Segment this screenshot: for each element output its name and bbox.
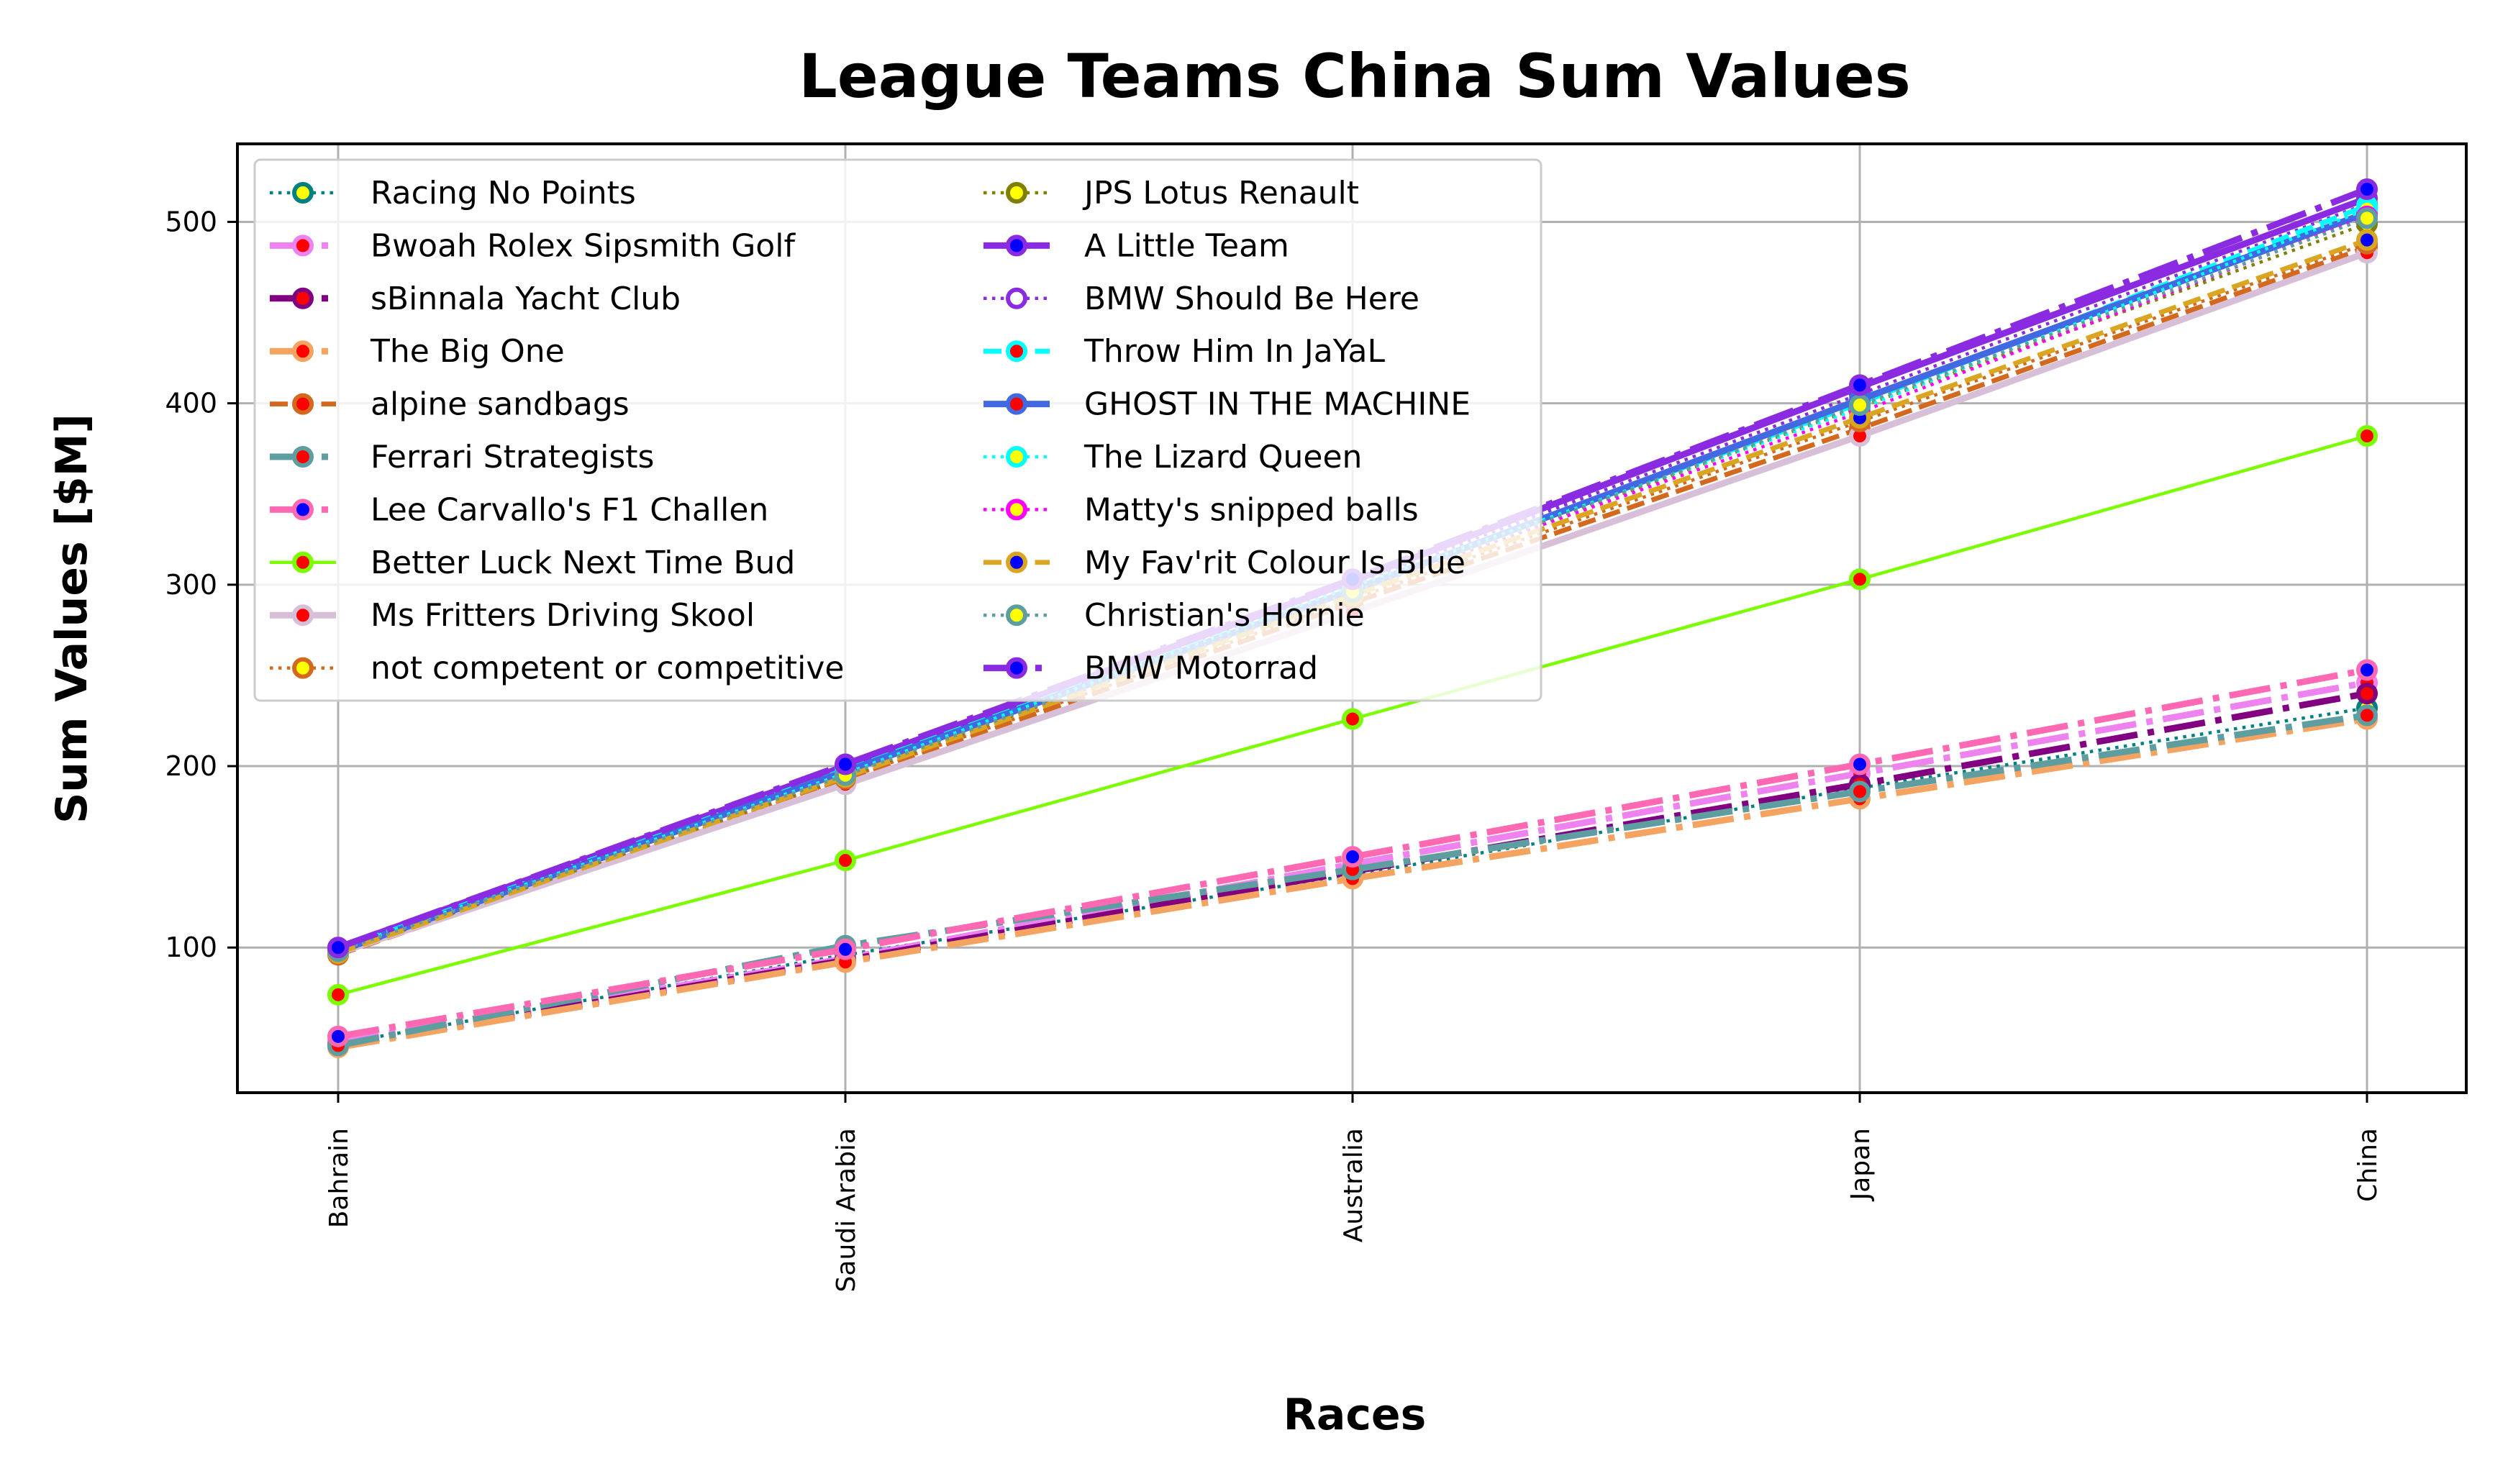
data-point [327, 937, 349, 959]
data-point [327, 983, 349, 1006]
y-tick-label: 500 [165, 206, 217, 237]
data-point [1849, 568, 1871, 591]
x-tick-label: Japan [1846, 1128, 1876, 1201]
legend-swatch-marker [1006, 657, 1027, 679]
data-point [2356, 659, 2378, 681]
legend-swatch-marker [292, 657, 314, 679]
legend-label: A Little Team [1084, 227, 1289, 264]
legend-swatch-marker [292, 499, 314, 521]
x-tick-label: Australia [1339, 1128, 1368, 1242]
legend-label: Lee Carvallo's F1 Challen [371, 491, 768, 528]
data-point [1849, 394, 1871, 416]
legend-label: JPS Lotus Renault [1082, 175, 1359, 211]
legend-label: BMW Motorrad [1084, 650, 1318, 687]
legend-swatch-marker [292, 287, 314, 309]
legend-label: My Fav'rit Colour Is Blue [1084, 545, 1466, 581]
legend-label: Racing No Points [371, 175, 636, 211]
legend-swatch-marker [1006, 604, 1027, 627]
legend-swatch-marker [1006, 446, 1027, 468]
data-point [835, 753, 856, 775]
legend-label: Ferrari Strategists [371, 439, 654, 475]
series-line [337, 186, 2368, 951]
legend-label: The Big One [370, 333, 565, 370]
series-better-luck-next-time-bud [327, 425, 2378, 1006]
legend-swatch-marker [1006, 235, 1027, 257]
legend-swatch-marker [1006, 499, 1027, 521]
legend-swatch-marker [292, 182, 314, 204]
legend-swatch-marker [292, 340, 314, 363]
y-axis-label: Sum Values [$M] [47, 414, 97, 824]
legend-label: BMW Should Be Here [1084, 281, 1419, 317]
legend-swatch-marker [292, 235, 314, 257]
series-line [337, 214, 2368, 953]
legend-swatch-marker [1006, 551, 1027, 573]
legend-label: Christian's Hornie [1084, 597, 1365, 634]
legend-swatch-marker [1006, 340, 1027, 363]
y-axis-ticks: 100 200 300 400 500 [165, 206, 237, 963]
legend-box [253, 158, 1542, 702]
legend: Racing No Points Bwoah Rolex Sipsmith Gol… [253, 158, 1542, 702]
x-tick-label: Saudi Arabia [832, 1128, 861, 1292]
chart-title: League Teams China Sum Values [799, 41, 1911, 111]
data-point [1849, 780, 1871, 803]
data-point [2356, 704, 2378, 727]
legend-label: Ms Fritters Driving Skool [371, 597, 755, 634]
x-axis-label: Races [1283, 1390, 1427, 1440]
legend-swatch-marker [292, 446, 314, 468]
data-point [835, 938, 856, 960]
legend-label: Bwoah Rolex Sipsmith Golf [371, 227, 796, 264]
legend-swatch-marker [1006, 287, 1027, 309]
legend-label: The Lizard Queen [1083, 439, 1362, 475]
data-point [2356, 229, 2378, 251]
x-tick-label: China [2353, 1128, 2383, 1202]
y-tick-label: 400 [165, 388, 217, 419]
legend-label: sBinnala Yacht Club [371, 281, 681, 317]
legend-label: alpine sandbags [371, 386, 630, 423]
data-point [1849, 753, 1871, 775]
data-point [1342, 708, 1363, 730]
legend-swatch-marker [1006, 393, 1027, 415]
series-line [337, 706, 2368, 1046]
data-point [835, 850, 856, 872]
data-point [2356, 683, 2378, 705]
x-tick-label: Bahrain [324, 1128, 354, 1228]
data-point [1342, 846, 1363, 868]
legend-swatch-marker [1006, 182, 1027, 204]
data-point [2356, 207, 2378, 229]
legend-label: Matty's snipped balls [1084, 491, 1419, 528]
y-tick-label: 100 [165, 932, 217, 963]
data-point [1849, 374, 1871, 396]
legend-label: Better Luck Next Time Bud [371, 545, 795, 581]
legend-label: Throw Him In JaYaL [1083, 333, 1386, 370]
legend-label: not competent or competitive [371, 650, 845, 687]
legend-label: GHOST IN THE MACHINE [1084, 386, 1471, 423]
data-point [2356, 178, 2378, 201]
y-tick-label: 300 [165, 569, 217, 601]
series-line [337, 237, 2368, 955]
legend-swatch-marker [292, 393, 314, 415]
data-point [2356, 425, 2378, 447]
legend-swatch-marker [292, 604, 314, 627]
y-tick-label: 200 [165, 750, 217, 782]
x-axis-ticks: Bahrain Saudi Arabia Australia Japan China [324, 1093, 2383, 1292]
series-line [337, 245, 2368, 957]
legend-swatch-marker [292, 551, 314, 573]
data-point [327, 1025, 349, 1047]
series-lee-carvallo-s-f1-challen [327, 659, 2378, 1047]
